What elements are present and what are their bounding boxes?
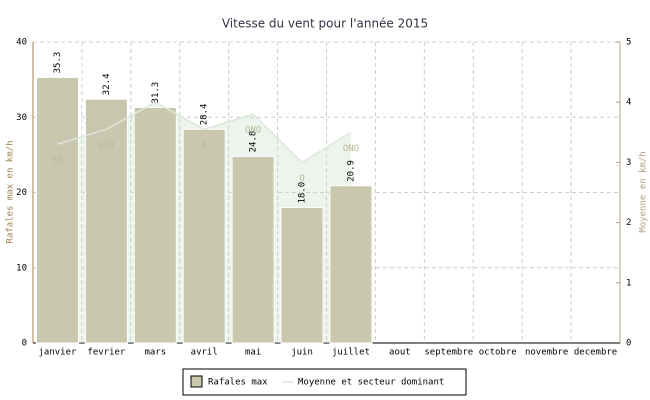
legend-label: Rafales max xyxy=(208,378,268,388)
legend xyxy=(182,368,467,396)
legend-label: Moyenne et secteur dominant xyxy=(298,378,444,388)
y2-tick-label: 5 xyxy=(626,38,631,48)
bar xyxy=(35,76,79,344)
bar xyxy=(182,128,226,344)
x-tick-label: septembre xyxy=(424,348,473,358)
x-tick-label: avril xyxy=(191,348,218,358)
bar xyxy=(280,207,324,344)
bar xyxy=(329,185,373,344)
chart-title: Vitesse du vent pour l'année 2015 xyxy=(222,17,428,31)
x-tick-label: mars xyxy=(144,348,166,358)
y2-tick-label: 1 xyxy=(626,278,631,288)
value-label: 20.9 xyxy=(346,160,356,182)
direction-label: O xyxy=(299,174,304,184)
legend-swatch xyxy=(190,375,203,388)
value-label: 18.0 xyxy=(298,182,308,204)
y-tick-label: 10 xyxy=(16,263,27,273)
y2-tick-label: 3 xyxy=(626,158,631,168)
value-label: 31.3 xyxy=(151,82,161,104)
direction-label: E xyxy=(201,141,206,151)
x-tick-label: fevrier xyxy=(87,348,126,358)
bar xyxy=(231,155,275,344)
y2-tick-label: 2 xyxy=(626,218,631,228)
x-tick-label: janvier xyxy=(38,348,77,358)
x-tick-label: mai xyxy=(245,348,261,358)
y-tick-label: 40 xyxy=(16,38,27,48)
bar xyxy=(133,106,177,344)
value-label: 28.4 xyxy=(200,104,210,126)
x-tick-label: novembre xyxy=(525,348,568,358)
y2-axis-title: Moyenne en km/h xyxy=(639,151,649,232)
y2-tick-label: 0 xyxy=(626,339,631,349)
direction-label: OSO xyxy=(98,141,114,151)
direction-label: ONO xyxy=(343,144,359,154)
value-label: 35.3 xyxy=(53,52,63,74)
y-axis-title: Rafales max en km/h xyxy=(6,141,16,244)
x-tick-label: juillet xyxy=(332,348,370,358)
y-tick-label: 20 xyxy=(16,188,27,198)
x-tick-label: juin xyxy=(291,348,313,358)
value-label: 32.4 xyxy=(102,74,112,96)
y-tick-label: 0 xyxy=(22,339,27,349)
bar xyxy=(84,98,128,344)
value-label: 24.8 xyxy=(249,131,259,153)
y-tick-label: 30 xyxy=(16,113,27,123)
line xyxy=(57,101,352,164)
x-tick-label: octobre xyxy=(479,348,517,358)
y2-tick-label: 4 xyxy=(626,98,631,108)
direction-label: ONO xyxy=(245,126,261,136)
direction-label: SO xyxy=(52,156,63,166)
x-tick-label: aout xyxy=(389,348,411,358)
x-tick-label: decembre xyxy=(574,348,617,358)
